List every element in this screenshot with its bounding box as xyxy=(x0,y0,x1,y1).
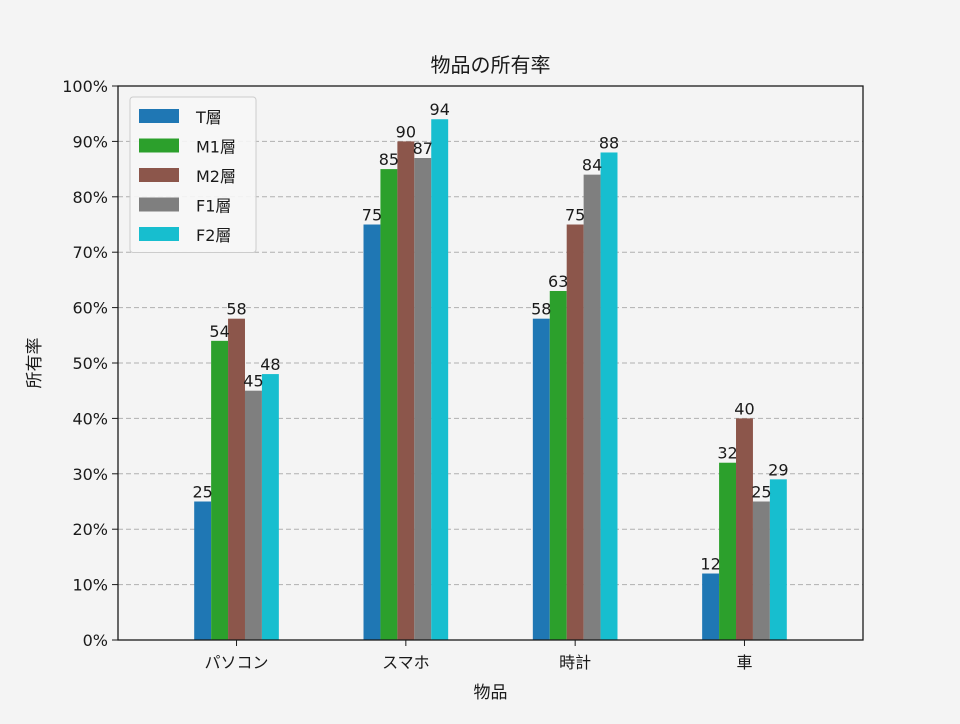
bar-value-label: 75 xyxy=(565,206,585,225)
x-axis-title: 物品 xyxy=(474,683,508,703)
bar xyxy=(261,374,279,640)
bar-value-label: 32 xyxy=(717,444,737,463)
bar xyxy=(380,169,398,640)
bars xyxy=(194,119,787,641)
bar xyxy=(363,224,381,640)
bar-value-label: 12 xyxy=(700,555,720,574)
bar-value-label: 90 xyxy=(396,122,416,141)
bar-value-label: 40 xyxy=(734,399,754,418)
bar-value-label: 45 xyxy=(243,372,263,391)
bar-value-label: 85 xyxy=(379,150,399,169)
bar xyxy=(736,418,753,640)
bar-value-label: 25 xyxy=(192,483,212,502)
bar-value-label: 75 xyxy=(362,206,382,225)
bar-value-label: 88 xyxy=(599,133,619,152)
bar xyxy=(769,479,787,640)
legend-swatch xyxy=(139,168,179,182)
legend: T層 M1層 M2層 F1層 F2層 xyxy=(129,96,257,253)
bar-value-label: 48 xyxy=(260,355,280,374)
y-tick-label: 30% xyxy=(72,465,108,484)
legend-label: M1層 xyxy=(196,138,236,157)
legend-label: M2層 xyxy=(196,167,236,186)
legend-label: F1層 xyxy=(196,197,231,216)
y-tick-label: 50% xyxy=(72,354,108,373)
y-tick-label: 40% xyxy=(72,409,108,428)
x-tick-label: 時計 xyxy=(559,653,591,672)
bar xyxy=(244,390,262,640)
x-axis-ticks: パソコン スマホ 時計 車 xyxy=(205,640,752,672)
bar xyxy=(211,340,229,640)
y-axis-title: 所有率 xyxy=(25,338,45,389)
bar-value-label: 94 xyxy=(430,100,450,119)
bar xyxy=(549,290,567,640)
chart-title: 物品の所有率 xyxy=(431,53,551,77)
bar xyxy=(752,501,770,640)
bar-value-label: 84 xyxy=(582,156,602,175)
bar xyxy=(194,501,212,640)
legend-swatch xyxy=(139,197,179,212)
bar-value-label: 87 xyxy=(413,139,433,158)
bar xyxy=(566,224,584,640)
bar xyxy=(532,318,550,640)
legend-box xyxy=(129,96,257,253)
x-tick-label: スマホ xyxy=(382,653,430,672)
bar xyxy=(600,152,618,641)
bar xyxy=(719,462,737,640)
y-tick-label: 70% xyxy=(72,243,108,262)
y-tick-label: 10% xyxy=(72,576,108,595)
legend-swatch xyxy=(139,138,179,153)
y-tick-label: 100% xyxy=(62,77,108,96)
y-tick-label: 90% xyxy=(72,132,108,151)
legend-swatch xyxy=(139,109,179,123)
bar xyxy=(228,318,245,640)
y-tick-label: 20% xyxy=(72,520,108,539)
x-tick-label: 車 xyxy=(736,653,752,672)
bar xyxy=(431,119,449,641)
bar-value-label: 29 xyxy=(768,460,788,479)
bar xyxy=(702,573,720,640)
bar-value-label: 58 xyxy=(531,300,551,319)
legend-label: T層 xyxy=(195,108,222,127)
x-tick-label: パソコン xyxy=(205,653,269,672)
legend-swatch xyxy=(139,227,179,241)
legend-label: F2層 xyxy=(196,226,231,245)
bar xyxy=(397,141,415,640)
bar xyxy=(414,158,432,640)
bar-value-label: 54 xyxy=(209,322,229,341)
y-tick-label: 80% xyxy=(72,188,108,207)
bar xyxy=(583,174,601,640)
y-tick-label: 60% xyxy=(72,299,108,318)
bar-value-label: 58 xyxy=(226,300,246,319)
y-tick-label: 0% xyxy=(83,631,108,650)
bar-value-label: 25 xyxy=(751,483,771,502)
y-axis-ticks: 0% 10% 20% 30% 40% 50% 60% 70% 80% 90% 100% xyxy=(62,77,118,650)
bar-value-label: 63 xyxy=(548,272,568,291)
